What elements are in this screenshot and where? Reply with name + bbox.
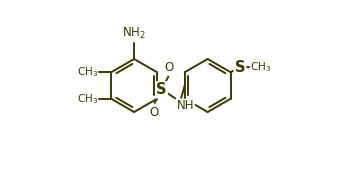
Text: CH$_3$: CH$_3$ [250, 60, 271, 74]
Text: S: S [235, 60, 245, 75]
Text: S: S [156, 82, 167, 97]
Text: CH$_3$: CH$_3$ [77, 92, 98, 106]
Text: O: O [149, 106, 158, 119]
Text: CH$_3$: CH$_3$ [77, 65, 98, 79]
Text: O: O [164, 61, 174, 74]
Text: NH: NH [177, 99, 194, 112]
Text: NH$_2$: NH$_2$ [122, 26, 146, 41]
